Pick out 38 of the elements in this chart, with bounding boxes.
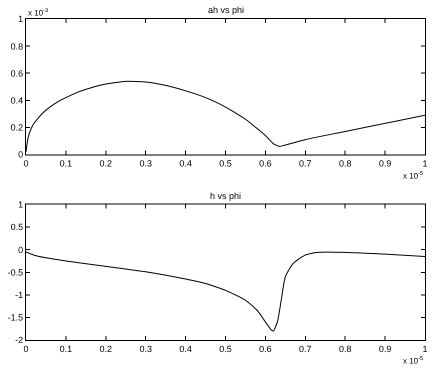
y-tick-label: 0.4 — [10, 95, 24, 106]
y-tick-label: 1 — [18, 14, 24, 24]
x-tick-label: 0.1 — [60, 158, 72, 168]
y-tick-label: -1.5 — [8, 312, 24, 323]
y-tick-label: 0.8 — [10, 41, 24, 52]
x-tick-label: 0.2 — [100, 344, 112, 354]
x-tick-label: 0.6 — [259, 344, 272, 354]
text: x 10$^{-5}$ — [403, 356, 424, 366]
y-tick-label: -1 — [15, 290, 24, 300]
x-tick-label: 0.3 — [139, 158, 152, 168]
chart-title: ah vs phi — [208, 5, 244, 15]
y-tick-label: 0 — [18, 244, 24, 255]
x-tick-label: 0.6 — [259, 158, 272, 168]
x-tick-label: 0.1 — [60, 344, 72, 354]
x-tick-label: 0.8 — [338, 344, 352, 354]
x-tick-label: 0.7 — [299, 344, 312, 354]
y-tick-label: 0.6 — [10, 68, 24, 78]
x-tick-label: 0.3 — [139, 344, 152, 354]
y-tick-label: 1 — [18, 200, 24, 210]
y-tick-label: 0.2 — [10, 122, 24, 133]
y-tick-label: 0 — [18, 150, 24, 160]
x-tick-label: 0.9 — [378, 344, 392, 354]
x-tick-label: 1 — [422, 158, 428, 168]
x-tick-label: 0.5 — [219, 158, 232, 168]
x-tick-label: 0.4 — [179, 344, 192, 354]
x-tick-label: 0.4 — [179, 158, 192, 168]
x-tick-label: 0.5 — [219, 344, 232, 354]
y-tick-label: -0.5 — [8, 267, 24, 278]
y-tick-label: 0.5 — [10, 222, 24, 232]
chart-title: h vs phi — [210, 191, 242, 201]
x-tick-label: 0.8 — [338, 158, 352, 168]
x-tick-label: 0.2 — [100, 158, 112, 168]
text: x 10$^{-3}$ — [28, 8, 48, 18]
text: x 10$^{-5}$ — [403, 171, 424, 180]
x-tick-label: 1 — [422, 344, 428, 354]
y-tick-label: -2 — [15, 335, 24, 346]
x-tick-label: 0.7 — [299, 158, 312, 168]
x-tick-label: 0.9 — [378, 158, 392, 168]
